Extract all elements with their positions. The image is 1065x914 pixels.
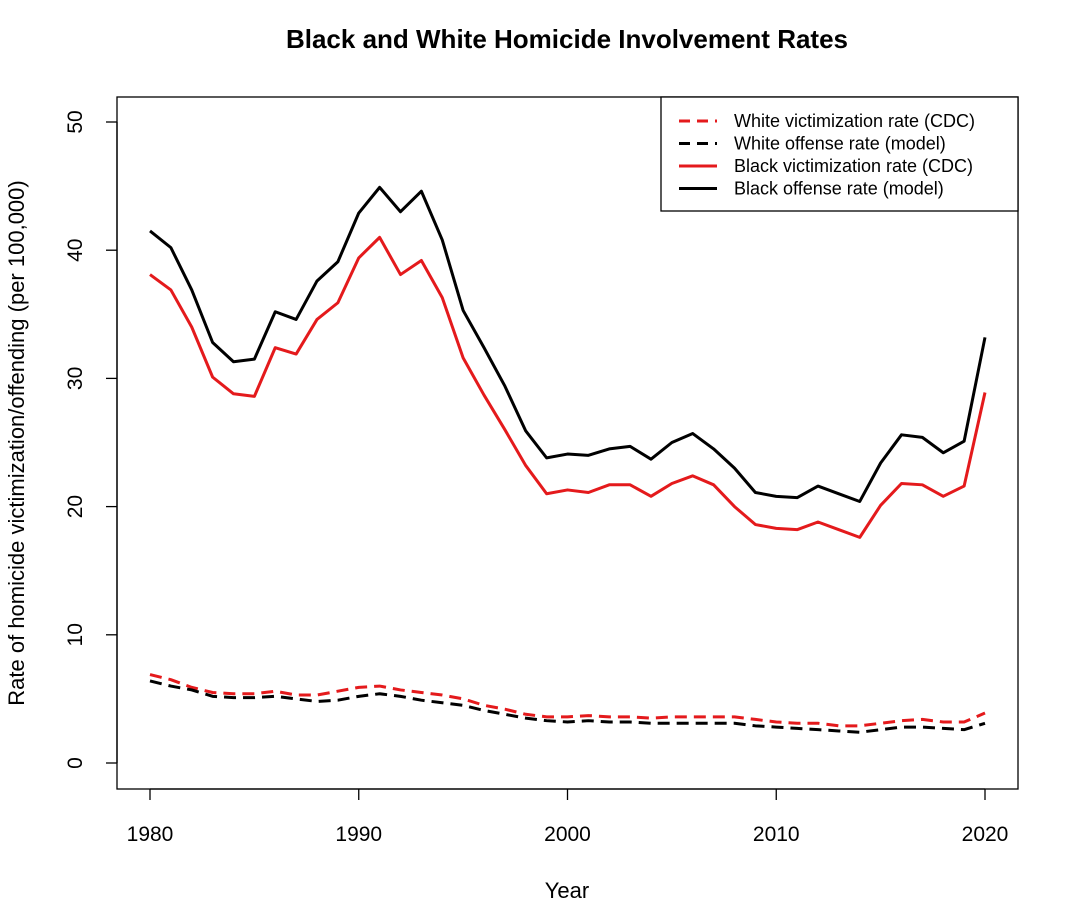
data-point-white-victimization-rate-cdc-1995 bbox=[462, 697, 465, 700]
y-tick-label-50: 50 bbox=[64, 110, 87, 133]
series-line-black-victimization-rate-cdc bbox=[149, 235, 987, 539]
series-line-white-victimization-rate-cdc bbox=[149, 673, 986, 728]
data-point-white-victimization-rate-cdc-2006 bbox=[691, 715, 694, 718]
axes-layer: 1980 1990 2000 2010 2020 0 10 20 30 40 50 bbox=[64, 110, 1008, 846]
y-axis-label: Rate of homicide victimization/offending… bbox=[4, 180, 29, 705]
legend-item-black-victimization-rate-cdc: Black victimization rate (CDC) bbox=[679, 156, 973, 176]
x-tick-label-2000: 2000 bbox=[544, 823, 591, 846]
chart-title: Black and White Homicide Involvement Rat… bbox=[286, 24, 848, 54]
legend-label-black-offense-rate-model: Black offense rate (model) bbox=[734, 179, 944, 199]
series-line-white-offense-rate-model bbox=[149, 679, 986, 734]
data-point-white-offense-rate-model-1997 bbox=[503, 713, 506, 716]
data-point-white-offense-rate-model-1987 bbox=[295, 697, 298, 700]
series-black-victimization-rate-cdc bbox=[149, 235, 987, 539]
legend-box bbox=[660, 96, 1019, 212]
x-tick-label-2010: 2010 bbox=[753, 823, 800, 846]
legend-item-white-offense-rate-model: White offense rate (model) bbox=[679, 134, 946, 154]
data-point-white-victimization-rate-cdc-2005 bbox=[670, 715, 673, 718]
x-tick-label-1980: 1980 bbox=[127, 823, 174, 846]
legend-label-black-victimization-rate-cdc: Black victimization rate (CDC) bbox=[734, 156, 973, 176]
data-point-white-offense-rate-model-1988 bbox=[316, 700, 319, 703]
legend: White victimization rate (CDC) White offe… bbox=[660, 96, 1019, 212]
y-tick-label-20: 20 bbox=[64, 495, 87, 518]
legend-item-black-offense-rate-model: Black offense rate (model) bbox=[679, 179, 944, 199]
data-point-white-offense-rate-model-2016 bbox=[900, 726, 903, 729]
data-point-white-offense-rate-model-2005 bbox=[670, 722, 673, 725]
series-white-victimization-rate-cdc bbox=[149, 673, 986, 728]
legend-label-white-offense-rate-model: White offense rate (model) bbox=[734, 134, 946, 154]
series-black-offense-rate-model bbox=[149, 185, 987, 503]
y-tick-label-10: 10 bbox=[64, 623, 87, 646]
x-axis-label: Year bbox=[545, 878, 589, 903]
data-point-white-offense-rate-model-2015 bbox=[879, 728, 882, 731]
data-point-white-victimization-rate-cdc-2014 bbox=[858, 724, 861, 727]
data-point-white-victimization-rate-cdc-1986 bbox=[274, 690, 277, 693]
x-tick-label-2020: 2020 bbox=[962, 823, 1009, 846]
series-line-black-offense-rate-model bbox=[149, 185, 987, 503]
legend-item-white-victimization-rate-cdc: White victimization rate (CDC) bbox=[679, 111, 975, 131]
data-point-white-victimization-rate-cdc-1996 bbox=[483, 704, 486, 707]
y-tick-label-30: 30 bbox=[64, 367, 87, 390]
data-point-white-victimization-rate-cdc-1987 bbox=[295, 694, 298, 697]
y-tick-label-0: 0 bbox=[64, 757, 87, 769]
data-point-white-offense-rate-model-2006 bbox=[691, 722, 694, 725]
legend-label-white-victimization-rate-cdc: White victimization rate (CDC) bbox=[734, 111, 975, 131]
y-tick-label-40: 40 bbox=[64, 239, 87, 262]
series-white-offense-rate-model bbox=[149, 679, 986, 734]
data-point-white-victimization-rate-cdc-2004 bbox=[650, 717, 653, 720]
data-point-white-offense-rate-model-1996 bbox=[483, 709, 486, 712]
series-layer bbox=[149, 185, 987, 734]
x-tick-label-1990: 1990 bbox=[335, 823, 382, 846]
data-point-white-victimization-rate-cdc-2015 bbox=[879, 722, 882, 725]
data-point-white-offense-rate-model-1986 bbox=[274, 695, 277, 698]
